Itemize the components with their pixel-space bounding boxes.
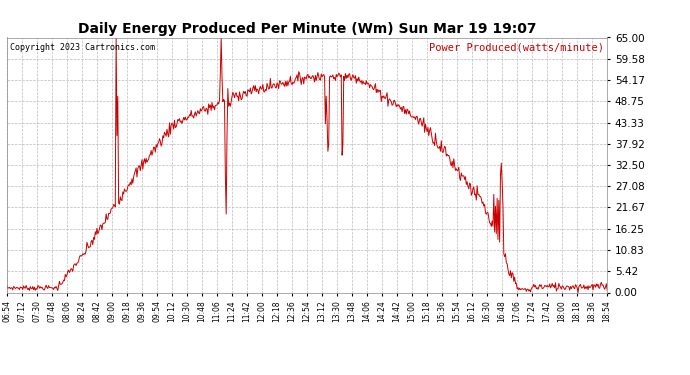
Text: Copyright 2023 Cartronics.com: Copyright 2023 Cartronics.com: [10, 43, 155, 52]
Title: Daily Energy Produced Per Minute (Wm) Sun Mar 19 19:07: Daily Energy Produced Per Minute (Wm) Su…: [78, 22, 536, 36]
Text: Power Produced(watts/minute): Power Produced(watts/minute): [429, 43, 604, 52]
